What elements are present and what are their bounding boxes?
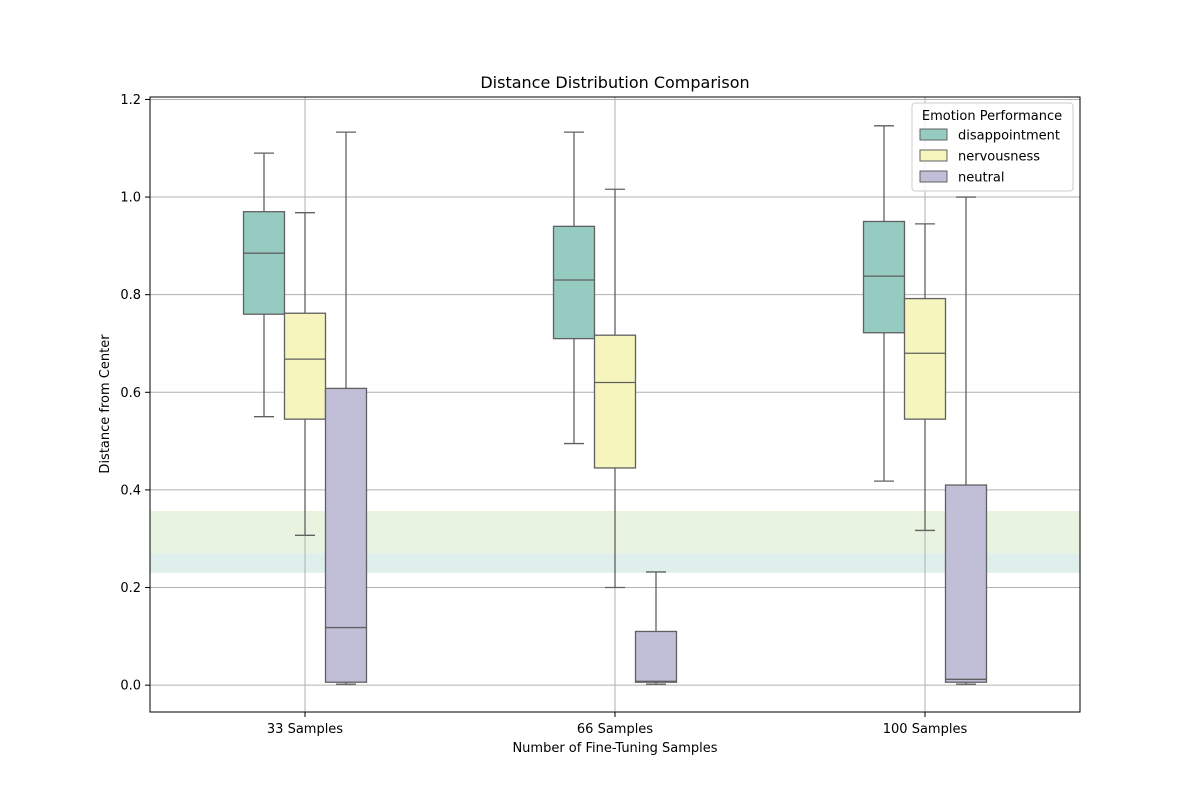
y-tick-label: 0.2 (120, 581, 141, 596)
box-body (634, 630, 678, 683)
legend-label: neutral (958, 171, 1005, 186)
legend-items: disappointment nervousness neutral (919, 128, 1060, 186)
y-tick-label: 0.8 (120, 288, 141, 303)
legend-item-disappointment: disappointment (919, 128, 1060, 144)
box-body (324, 387, 368, 683)
box-disappointment-2 (552, 131, 596, 445)
box-nervousness-2 (593, 188, 637, 589)
legend-item-nervousness: nervousness (919, 149, 1040, 165)
x-tick-label: 100 Samples (883, 722, 968, 737)
legend-swatch (919, 170, 948, 183)
legend-label: disappointment (958, 129, 1060, 144)
box-disappointment-1 (242, 152, 286, 418)
y-tick-label: 0.4 (120, 483, 141, 498)
y-tick-label: 1.0 (120, 191, 141, 206)
box-body (593, 334, 637, 469)
box-disappointment-3 (862, 125, 906, 482)
legend-label: nervousness (958, 150, 1040, 165)
legend-swatch (919, 128, 948, 141)
chart-title: Distance Distribution Comparison (480, 73, 749, 92)
box-neutral-3 (944, 196, 988, 685)
box-body (944, 484, 988, 683)
box-neutral-2 (634, 571, 678, 685)
ticks-layer: 0.0 0.2 0.4 0.6 0.8 1.0 1.2 33 Samples 66 Sample… (120, 93, 967, 737)
y-tick-label: 1.2 (120, 93, 141, 108)
box-body (242, 211, 286, 315)
x-tick-label: 66 Samples (577, 722, 653, 737)
box-body (862, 220, 906, 334)
box-body (552, 225, 596, 340)
legend-frame (911, 102, 1074, 192)
x-tick-label: 33 Samples (267, 722, 343, 737)
legend-swatch (919, 149, 948, 162)
box-neutral-1 (324, 131, 368, 685)
x-axis-label: Number of Fine-Tuning Samples (512, 741, 717, 756)
legend-item-neutral: neutral (919, 170, 1005, 186)
box-body (283, 312, 327, 420)
y-axis-label: Distance from Center (98, 334, 113, 474)
boxes-layer (242, 125, 988, 685)
y-tick-label: 0.6 (120, 386, 141, 401)
legend: Emotion Performance disappointment nervou… (911, 102, 1074, 192)
y-tick-label: 0.0 (120, 679, 141, 694)
box-body (903, 297, 947, 420)
legend-title: Emotion Performance (922, 109, 1062, 124)
box-nervousness-1 (283, 212, 327, 536)
box-nervousness-3 (903, 223, 947, 532)
